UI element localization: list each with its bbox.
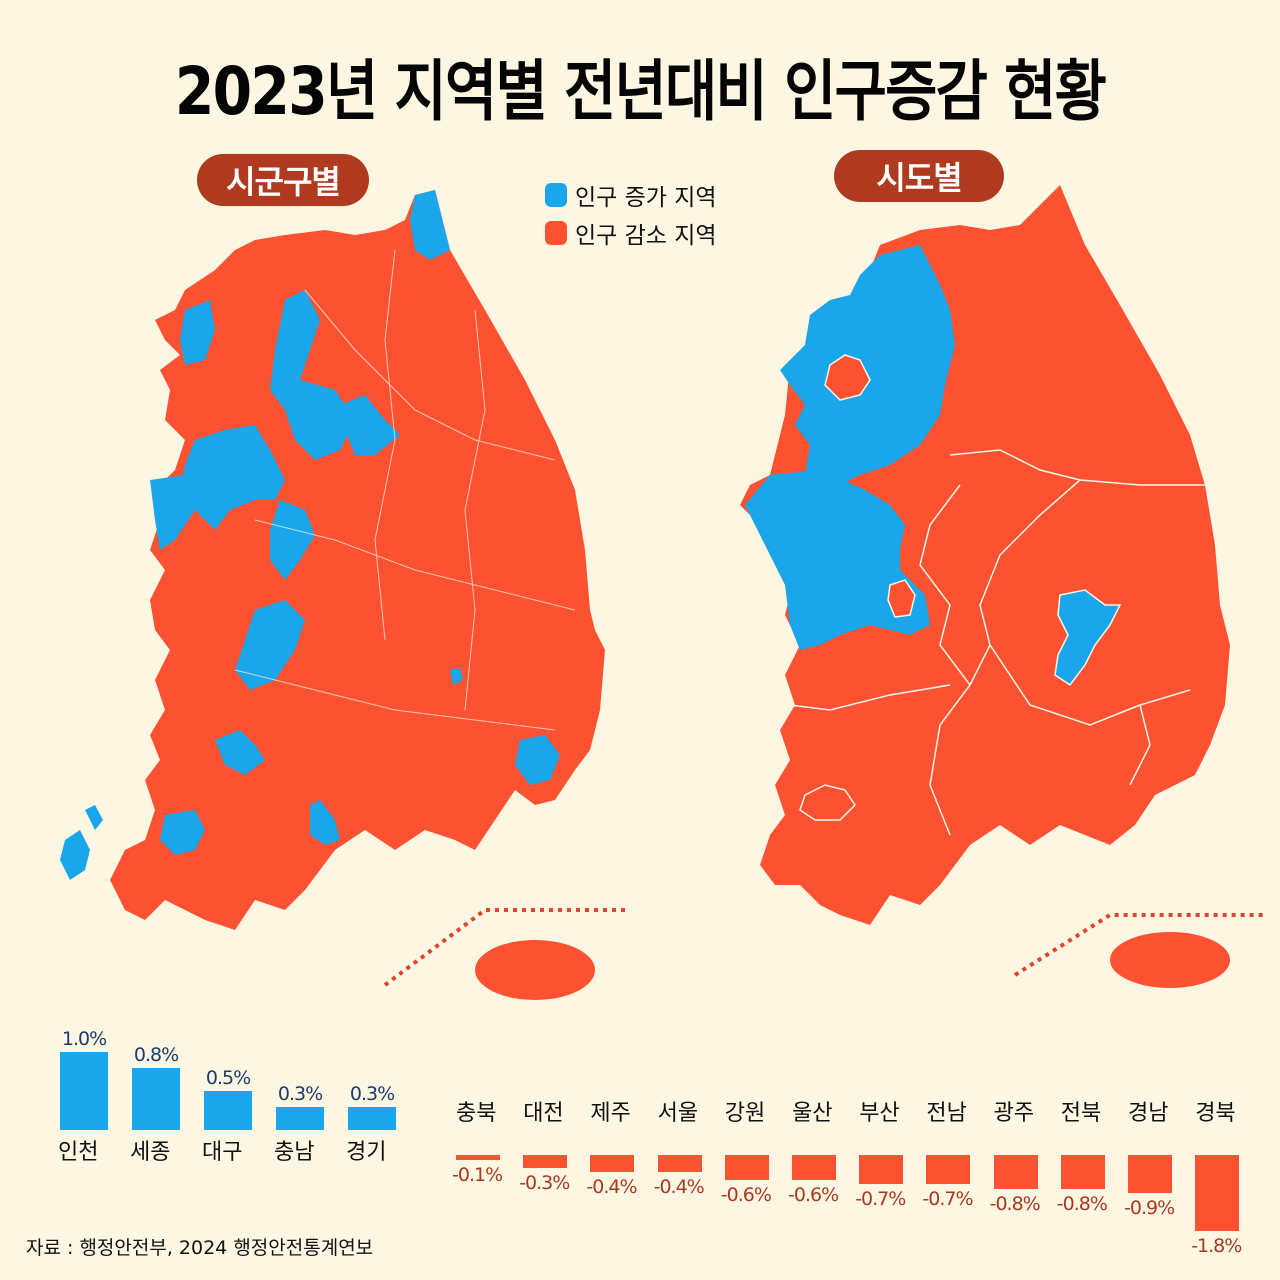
province-boundaries — [749, 449, 1205, 836]
bar-category-label: 서울 — [657, 1101, 699, 1126]
bar-category-label: 전남 — [926, 1101, 967, 1126]
page-title: 2023년 지역별 전년대비 인구증감 현황 — [174, 53, 1107, 130]
legend-label-increase: 인구 증가 지역 — [575, 185, 717, 211]
bar-rect — [1128, 1155, 1172, 1193]
bar-value-label: -0.4% — [653, 1176, 705, 1198]
jeju-inset-line — [1013, 913, 1265, 977]
jeju-island — [1110, 932, 1230, 988]
region-increase — [160, 810, 205, 855]
bar-value-label: -0.7% — [855, 1188, 906, 1210]
bar-value-label: -0.3% — [519, 1172, 570, 1194]
bar-category-label: 울산 — [792, 1101, 833, 1126]
bar-category-label: 충북 — [456, 1101, 497, 1126]
region-daegu — [1054, 589, 1122, 687]
bar-rect — [348, 1107, 396, 1130]
bar-value-label: -0.6% — [720, 1184, 772, 1206]
bar-rect — [590, 1155, 635, 1172]
bar-rect — [60, 1052, 108, 1130]
bar-category-label: 인천 — [58, 1140, 99, 1165]
bar-category-label: 경북 — [1195, 1101, 1236, 1126]
bar-value-label: 0.8% — [133, 1044, 179, 1066]
bar-value-label: 0.3% — [349, 1083, 395, 1105]
region-increase — [60, 830, 90, 880]
bar-category-label: 부산 — [859, 1101, 900, 1126]
bar-rect — [859, 1155, 904, 1184]
increase-bar: 0.8% — [132, 1044, 180, 1130]
bar-value-label: 1.0% — [61, 1028, 107, 1050]
region-gwangju — [799, 784, 856, 821]
bar-category-label: 제주 — [590, 1101, 631, 1126]
bar-value-label: 0.5% — [205, 1067, 251, 1089]
bar-rect — [1060, 1155, 1105, 1189]
legend-label-decrease: 인구 감소 지역 — [575, 223, 717, 249]
bar-rect — [993, 1155, 1038, 1189]
map-sido — [740, 185, 1265, 988]
region-increase — [85, 805, 103, 830]
region-gyeonggi-incheon — [780, 245, 955, 490]
bar-value-label: -1.8% — [1191, 1235, 1242, 1257]
increase-bar: 0.3% — [348, 1083, 396, 1130]
bar-rect — [792, 1155, 836, 1180]
bar-category-label: 강원 — [724, 1101, 766, 1126]
increase-bar: 0.3% — [276, 1083, 324, 1130]
district-boundaries — [234, 249, 576, 731]
panel-label-sido: 시도별 — [834, 150, 1004, 202]
increase-bar-chart: 1.0% 인천 0.8% 세종 0.5% 대구 0.3% 충남 0.3% 경기 — [58, 1020, 410, 1170]
region-increase — [180, 425, 285, 530]
decrease-bar-chart: 충북 -0.1% 대전 -0.3% 제주 -0.4% 서울 -0.4% 강원 -0.6% 울산 -0.… — [448, 1095, 1280, 1280]
region-increase — [410, 190, 450, 260]
bar-value-label: -0.4% — [586, 1176, 637, 1198]
region-daejeon — [887, 579, 916, 618]
legend-swatch-decrease — [545, 221, 567, 245]
bar-category-label: 전북 — [1060, 1101, 1102, 1126]
legend-item-increase: 인구 증가 지역 — [545, 176, 717, 214]
bar-value-label: -0.8% — [989, 1193, 1041, 1215]
region-increase — [235, 600, 305, 690]
bar-value-label: -0.6% — [788, 1184, 839, 1206]
bar-rect — [204, 1091, 252, 1130]
bar-rect — [657, 1155, 702, 1172]
bar-value-label: 0.3% — [277, 1083, 323, 1105]
region-increase — [450, 668, 463, 685]
map-sigungu — [60, 190, 630, 1000]
region-increase — [180, 300, 215, 365]
bar-category-label: 세종 — [130, 1140, 171, 1165]
source-footnote: 자료 : 행정안전부, 2024 행정안전통계연보 — [26, 1237, 374, 1259]
jeju-island — [475, 940, 595, 1000]
region-seoul — [824, 354, 871, 401]
bar-rect — [456, 1155, 500, 1160]
bar-category-label: 대전 — [523, 1101, 564, 1126]
bar-value-label: -0.8% — [1056, 1193, 1108, 1215]
region-increase — [310, 800, 340, 845]
region-increase — [150, 475, 195, 550]
bar-rect — [132, 1068, 180, 1130]
panel-label-sigungu: 시군구별 — [197, 154, 369, 206]
bar-category-label: 경기 — [346, 1140, 387, 1165]
bar-category-label: 광주 — [993, 1101, 1035, 1126]
bar-rect — [1195, 1155, 1240, 1231]
bar-rect — [523, 1155, 568, 1168]
bar-rect — [276, 1107, 324, 1130]
increase-bar: 0.5% — [204, 1067, 252, 1130]
region-increase — [340, 395, 400, 455]
legend: 인구 증가 지역 인구 감소 지역 — [545, 176, 717, 252]
legend-swatch-increase — [545, 183, 567, 207]
bar-value-label: -0.1% — [452, 1164, 503, 1186]
region-increase — [270, 290, 355, 460]
bar-rect — [724, 1155, 769, 1180]
bar-category-label: 경남 — [1128, 1101, 1169, 1126]
region-chungnam-sejong — [745, 470, 930, 650]
bar-category-label: 대구 — [202, 1140, 243, 1165]
region-increase — [270, 500, 315, 580]
bar-value-label: -0.9% — [1124, 1197, 1175, 1219]
legend-item-decrease: 인구 감소 지역 — [545, 214, 717, 252]
bar-category-label: 충남 — [274, 1140, 315, 1165]
bar-value-label: -0.7% — [922, 1188, 973, 1210]
increase-bar: 1.0% — [60, 1028, 108, 1130]
bar-rect — [926, 1155, 971, 1184]
region-increase — [215, 730, 265, 775]
region-increase — [515, 735, 560, 785]
